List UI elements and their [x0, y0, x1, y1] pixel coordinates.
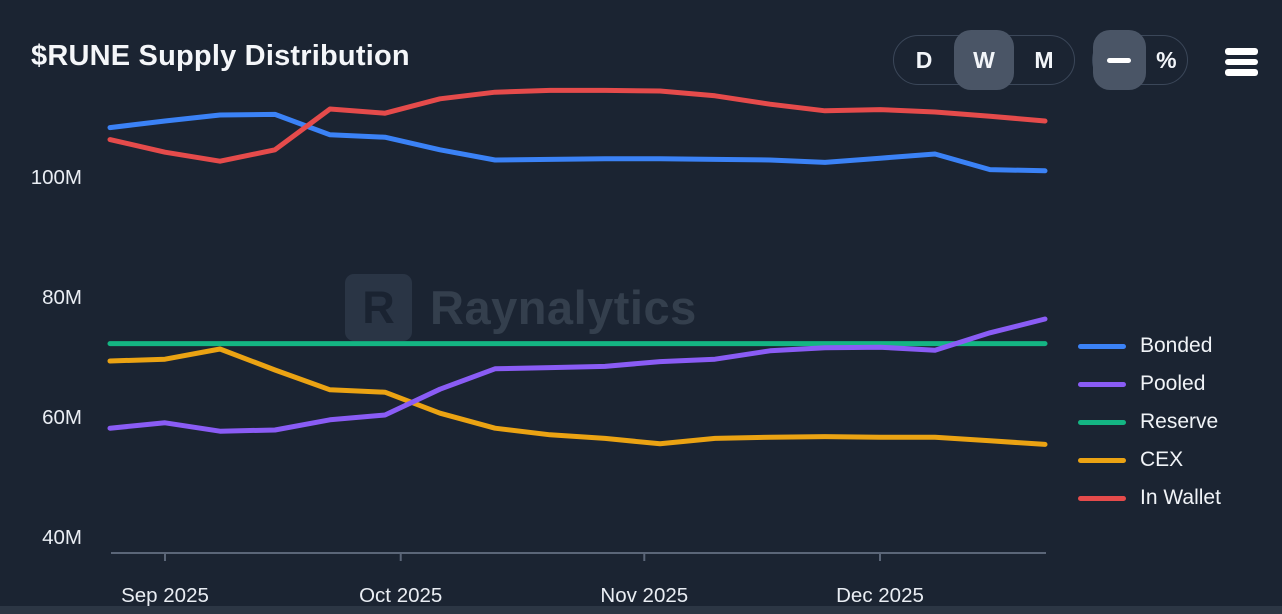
- x-axis-label: Sep 2025: [121, 584, 209, 607]
- series-line-cex: [107, 346, 1048, 447]
- legend-label: Reserve: [1140, 410, 1219, 433]
- legend-swatch: [1078, 457, 1126, 463]
- legend-swatch: [1078, 419, 1126, 425]
- x-axis-label: Dec 2025: [836, 584, 924, 607]
- percent-mode-button[interactable]: %: [1146, 35, 1187, 85]
- interval-month-button[interactable]: M: [1014, 35, 1074, 85]
- legend-label: Pooled: [1140, 372, 1206, 395]
- legend-swatch: [1078, 381, 1126, 387]
- page-title: $RUNE Supply Distribution: [31, 40, 410, 72]
- legend-item-bonded[interactable]: Bonded: [1078, 334, 1221, 358]
- series-line-bonded: [107, 111, 1048, 174]
- interval-toggle: D W M: [893, 30, 1075, 90]
- y-axis-label: 40M: [42, 526, 82, 549]
- legend-item-pooled[interactable]: Pooled: [1078, 372, 1221, 396]
- x-axis-label: Nov 2025: [600, 584, 689, 607]
- x-axis-label: Oct 2025: [359, 584, 443, 607]
- series-line-pooled: [107, 316, 1048, 434]
- chart-legend: Bonded Pooled Reserve CEX In Wallet: [1078, 334, 1221, 524]
- legend-item-reserve[interactable]: Reserve: [1078, 410, 1221, 434]
- interval-week-button[interactable]: W: [954, 30, 1014, 90]
- legend-label: In Wallet: [1140, 486, 1221, 509]
- legend-label: Bonded: [1140, 334, 1213, 357]
- display-mode-toggle: %: [1092, 30, 1188, 90]
- menu-button[interactable]: [1212, 33, 1270, 91]
- y-axis-label: 100M: [30, 166, 82, 189]
- legend-item-in-wallet[interactable]: In Wallet: [1078, 486, 1221, 510]
- bottom-edge-strip: [0, 606, 1282, 614]
- legend-swatch: [1078, 495, 1126, 501]
- y-axis-label: 80M: [42, 286, 82, 309]
- line-dash-icon: [1107, 57, 1132, 63]
- series-line-in-wallet: [107, 87, 1048, 164]
- hamburger-icon: [1224, 48, 1258, 55]
- absolute-mode-button[interactable]: [1093, 30, 1146, 90]
- legend-item-cex[interactable]: CEX: [1078, 448, 1221, 472]
- legend-swatch: [1078, 343, 1126, 349]
- legend-label: CEX: [1140, 448, 1184, 471]
- interval-day-button[interactable]: D: [894, 35, 954, 85]
- y-axis-label: 60M: [42, 406, 82, 429]
